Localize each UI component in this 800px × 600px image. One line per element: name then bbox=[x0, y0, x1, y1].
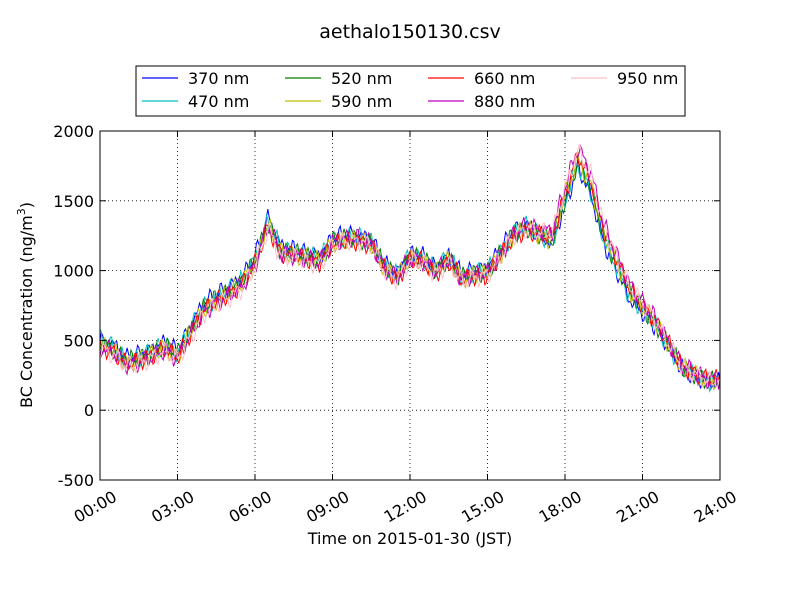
y-tick-label: 1000 bbox=[53, 262, 94, 281]
x-tick-label: 21:00 bbox=[613, 487, 662, 527]
x-axis-title: Time on 2015-01-30 (JST) bbox=[307, 529, 512, 548]
x-tick-label: 00:00 bbox=[71, 487, 120, 527]
ticks bbox=[99, 130, 721, 481]
y-tick-label: -500 bbox=[58, 471, 94, 490]
y-tick-label: 2000 bbox=[53, 122, 94, 141]
legend-label: 370 nm bbox=[188, 69, 249, 88]
y-axis-title-main: BC Concentration (ng/m bbox=[17, 215, 36, 408]
y-tick-label: 1500 bbox=[53, 192, 94, 211]
y-tick-label: 500 bbox=[63, 331, 94, 350]
y-tick-label: 0 bbox=[84, 401, 94, 420]
grid bbox=[100, 131, 720, 480]
x-tick-label: 03:00 bbox=[148, 487, 197, 527]
legend-label: 880 nm bbox=[474, 92, 535, 111]
legend-label: 470 nm bbox=[188, 92, 249, 111]
series-group bbox=[99, 143, 721, 394]
y-axis-title-superscript: 3 bbox=[15, 208, 28, 215]
y-axis-title-end: ) bbox=[17, 202, 36, 208]
x-tick-label: 24:00 bbox=[691, 487, 740, 527]
series-line bbox=[99, 143, 721, 390]
legend-frame bbox=[135, 65, 686, 117]
legend-label: 660 nm bbox=[474, 69, 535, 88]
x-tick-label: 15:00 bbox=[458, 487, 507, 527]
y-tick-labels: -500 0 500 1000 1500 2000 bbox=[53, 122, 94, 490]
legend-label: 590 nm bbox=[331, 92, 392, 111]
legend-label: 520 nm bbox=[331, 69, 392, 88]
chart-title: aethalo150130.csv bbox=[319, 21, 501, 43]
x-tick-label: 09:00 bbox=[303, 487, 352, 527]
x-tick-label: 18:00 bbox=[536, 487, 585, 527]
x-tick-label: 12:00 bbox=[381, 487, 430, 527]
series-line bbox=[99, 151, 721, 387]
y-axis-title: BC Concentration (ng/m3) bbox=[15, 202, 36, 408]
legend-label: 950 nm bbox=[617, 69, 678, 88]
x-tick-label: 06:00 bbox=[226, 487, 275, 527]
x-tick-labels: 00:00 03:00 06:00 09:00 12:00 15:00 18:00 21:00… bbox=[71, 487, 740, 527]
legend: 370 nm 470 nm 520 nm 590 nm 660 nm 880 nm 950 … bbox=[135, 65, 686, 117]
